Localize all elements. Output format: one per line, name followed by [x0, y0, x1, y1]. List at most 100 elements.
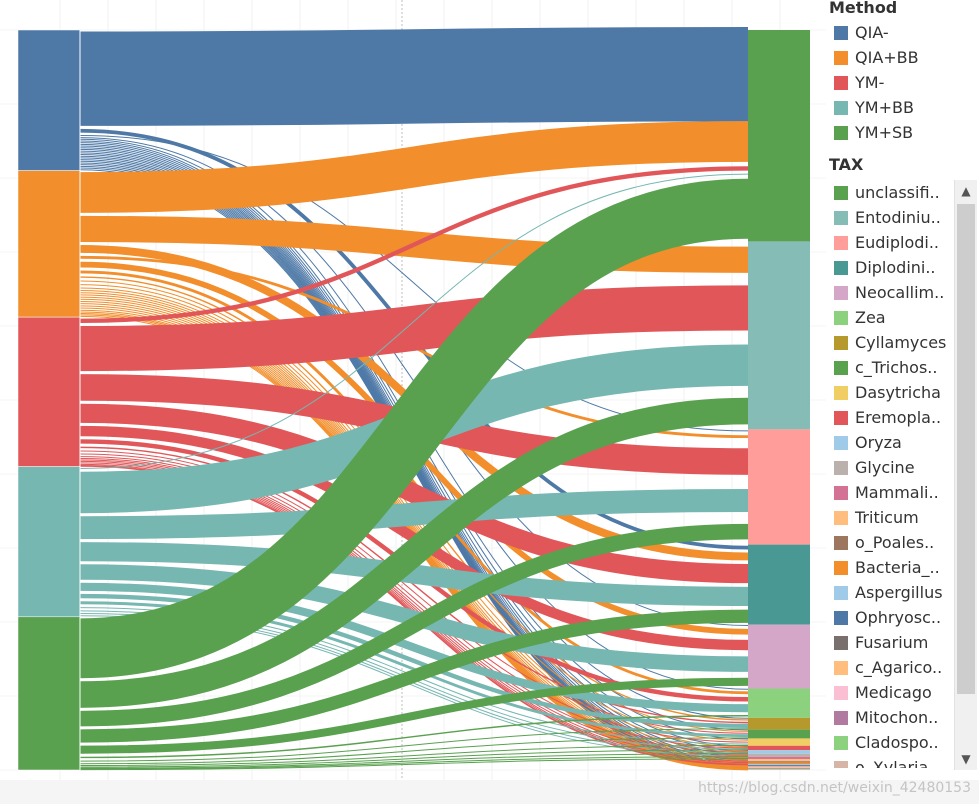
- method-node: [17, 316, 81, 467]
- legend-label: Eremopla..: [855, 408, 942, 427]
- tax-legend-item[interactable]: Oryza: [834, 430, 902, 455]
- tax-legend-item[interactable]: Dasytricha: [834, 380, 941, 405]
- legend-label: Aspergillus: [855, 583, 943, 602]
- legend-swatch: [834, 410, 848, 425]
- legend-swatch: [834, 660, 848, 675]
- legend-label: Neocallim..: [855, 283, 945, 302]
- legend-swatch: [834, 360, 848, 375]
- legend-label: Fusarium: [855, 633, 929, 652]
- legend-swatch: [834, 460, 848, 475]
- tax-node: [748, 717, 810, 730]
- legend-swatch: [834, 210, 848, 225]
- tax-legend-item[interactable]: Cladospo..: [834, 730, 939, 755]
- tax-legend-item[interactable]: Fusarium: [834, 630, 928, 655]
- tax-legend-item[interactable]: o_Xylaria..: [834, 755, 938, 768]
- tax-legend-item[interactable]: Mitochon..: [834, 705, 938, 730]
- legend-swatch: [834, 760, 848, 768]
- legend-label: Mammali..: [855, 483, 939, 502]
- tax-legend-item[interactable]: Entodiniu..: [834, 205, 941, 230]
- legend-swatch: [834, 285, 848, 300]
- tax-node: [748, 769, 810, 770]
- flow-link: [79, 166, 749, 324]
- legend-swatch: [834, 185, 848, 200]
- legend-label: QIA+BB: [855, 48, 919, 67]
- legend-swatch: [834, 125, 848, 140]
- method-node: [17, 170, 81, 318]
- tax-node: [748, 761, 810, 763]
- tax-legend-item[interactable]: Zea: [834, 305, 886, 330]
- tax-legend-item[interactable]: Neocallim..: [834, 280, 944, 305]
- legend-swatch: [834, 235, 848, 250]
- legend-label: Oryza: [855, 433, 902, 452]
- tax-node: [748, 745, 810, 751]
- tax-legend-item[interactable]: Diplodini..: [834, 255, 936, 280]
- method-legend-item[interactable]: YM+BB: [834, 95, 914, 120]
- method-legend-item[interactable]: YM+SB: [834, 120, 913, 145]
- legend-swatch: [834, 385, 848, 400]
- tax-node: [748, 624, 810, 689]
- legend-label: c_Trichos..: [855, 358, 938, 377]
- tax-legend-list[interactable]: unclassifi.. Entodiniu.. Eudiplodi.. Diplod…: [826, 178, 954, 768]
- legend-label: Dasytricha: [855, 383, 941, 402]
- tax-legend-item[interactable]: o_Poales..: [834, 530, 934, 555]
- legend-swatch: [834, 535, 848, 550]
- sankey-chart: [0, 0, 826, 780]
- legend-label: c_Agarico..: [855, 658, 943, 677]
- tax-legend-item[interactable]: Eremopla..: [834, 405, 941, 430]
- legend-label: o_Xylaria..: [855, 758, 939, 768]
- legend-label: YM+BB: [855, 98, 914, 117]
- bottom-bar: [0, 780, 979, 804]
- tax-legend-item[interactable]: Triticum: [834, 505, 919, 530]
- tax-node: [748, 767, 810, 768]
- tax-legend-item[interactable]: Bacteria_..: [834, 555, 940, 580]
- legend-swatch: [834, 610, 848, 625]
- legend-swatch: [834, 260, 848, 275]
- legend-label: QIA-: [855, 23, 889, 42]
- flow-link: [79, 756, 749, 770]
- flow-link: [79, 121, 749, 213]
- legend-swatch: [834, 335, 848, 350]
- legend-label: Eudiplodi..: [855, 233, 940, 252]
- tax-legend-item[interactable]: Medicago: [834, 680, 932, 705]
- legend-label: Diplodini..: [855, 258, 936, 277]
- tax-legend-item[interactable]: Aspergillus: [834, 580, 943, 605]
- tax-node: [748, 429, 810, 545]
- scroll-thumb[interactable]: [957, 204, 975, 694]
- tax-legend-item[interactable]: Ophryosc..: [834, 605, 941, 630]
- flow-link: [79, 523, 749, 727]
- tax-legend-item[interactable]: c_Agarico..: [834, 655, 942, 680]
- tax-legend-item[interactable]: Glycine: [834, 455, 915, 480]
- legend-label: Zea: [855, 308, 886, 327]
- flow-link: [79, 609, 749, 743]
- legend-label: Glycine: [855, 458, 915, 477]
- legend-swatch: [834, 50, 848, 65]
- tax-legend-item[interactable]: unclassifi..: [834, 180, 940, 205]
- legend-label: Ophryosc..: [855, 608, 942, 627]
- legend-label: Mitochon..: [855, 708, 939, 727]
- tax-node: [748, 768, 810, 770]
- method-legend-item[interactable]: YM-: [834, 70, 884, 95]
- legend-swatch: [834, 510, 848, 525]
- legend-label: Entodiniu..: [855, 208, 941, 227]
- tax-node: [748, 766, 810, 768]
- tax-node: [748, 756, 810, 759]
- legend-swatch: [834, 685, 848, 700]
- legend-scrollbar[interactable]: ▲ ▼: [954, 180, 977, 770]
- tax-legend-item[interactable]: c_Trichos..: [834, 355, 937, 380]
- tax-node: [748, 753, 810, 757]
- flow-link: [79, 715, 749, 759]
- method-legend-item[interactable]: QIA+BB: [834, 45, 919, 70]
- scroll-up-button[interactable]: ▲: [961, 184, 971, 198]
- flow-link: [79, 178, 749, 679]
- legend-swatch: [834, 310, 848, 325]
- tax-node: [748, 241, 810, 430]
- legend-label: Triticum: [855, 508, 919, 527]
- tax-legend-item[interactable]: Eudiplodi..: [834, 230, 939, 255]
- scroll-down-button[interactable]: ▼: [961, 752, 971, 766]
- tax-node: [748, 688, 810, 718]
- method-legend-item[interactable]: QIA-: [834, 20, 889, 45]
- tax-legend-item[interactable]: Cyllamyces: [834, 330, 946, 355]
- nodes: [17, 29, 810, 771]
- legend-swatch: [834, 25, 848, 40]
- tax-legend-item[interactable]: Mammali..: [834, 480, 939, 505]
